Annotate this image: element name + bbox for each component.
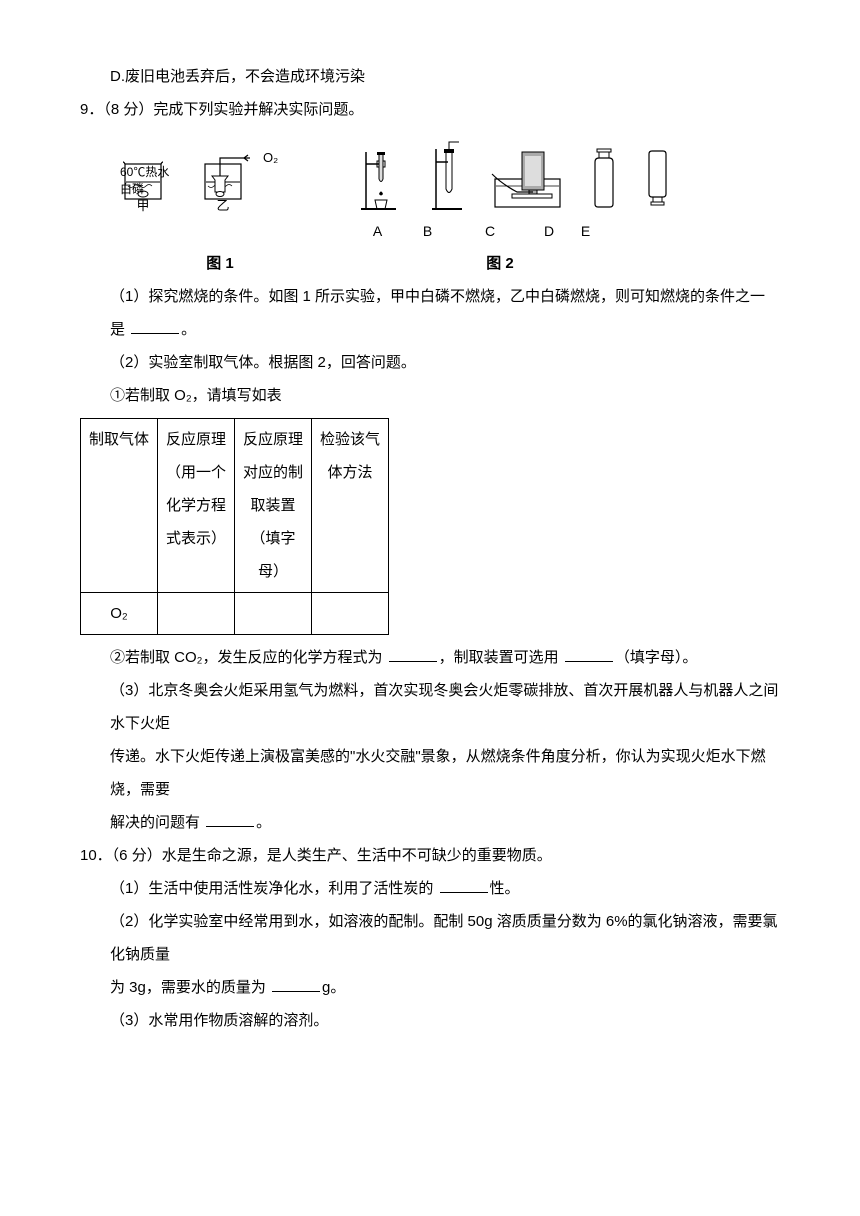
q9-p2-sub1: ①若制取 O₂，请填写如表 [80,379,780,412]
blank-input[interactable] [131,318,179,334]
q9-p3c: 解决的问题有 。 [80,806,780,839]
beaker-yi-icon: O₂ 乙 [195,144,285,214]
apparatus-labels: A B C D E [80,216,780,247]
q10-stem: 10．（6 分）水是生命之源，是人类生产、生活中不可缺少的重要物质。 [80,839,780,872]
apparatus-c-icon [487,134,567,214]
apparatus-a-icon: A [351,134,406,214]
q9-stem: 9．（8 分）完成下列实验并解决实际问题。 [80,93,780,126]
table-row1-c4[interactable] [312,592,389,634]
option-d: D.废旧电池丢弃后，不会造成环境污染 [80,60,780,93]
blank-input[interactable] [206,811,254,827]
q9-p1: （1）探究燃烧的条件。如图 1 所示实验，甲中白磷不燃烧，乙中白磷燃烧，则可知燃… [80,280,780,346]
figure-row: 甲 60℃热水 白磷 O₂ 乙 [80,126,780,216]
table-row1-c3[interactable] [235,592,312,634]
q10-p3: （3）水常用作物质溶解的溶剂。 [80,1004,780,1037]
beaker-jia-labels: 60℃热水 白磷 [128,173,177,204]
q10-p1: （1）生活中使用活性炭净化水，利用了活性炭的 性。 [80,872,780,905]
table-h4: 检验该气 体方法 [312,418,389,592]
q9-p2: （2）实验室制取气体。根据图 2，回答问题。 [80,346,780,379]
blank-input[interactable] [272,976,320,992]
q10-p2b: 为 3g，需要水的质量为 g。 [80,971,780,1004]
apparatus-d-icon [585,134,623,214]
q9-p3a: （3）北京冬奥会火炬采用氢气为燃料，首次实现冬奥会火炬零碳排放、首次开展机器人与… [80,674,780,740]
table-h3: 反应原理 对应的制 取装置 （填字 母） [235,418,312,592]
experiment-table: 制取气体 反应原理 （用一个 化学方程 式表示） 反应原理 对应的制 取装置 （… [80,418,389,635]
q9-p2-sub2: ②若制取 CO₂，发生反应的化学方程式为 ，制取装置可选用 （填字母）。 [80,641,780,674]
table-row1-c2[interactable] [158,592,235,634]
svg-text:乙: 乙 [217,198,230,213]
apparatus-e-icon [641,134,676,214]
figure-captions: 图 1 图 2 [80,247,780,280]
table-h2: 反应原理 （用一个 化学方程 式表示） [158,418,235,592]
table-row1-c1: O₂ [81,592,158,634]
apparatus-b-icon [424,134,469,214]
blank-input[interactable] [565,646,613,662]
q9-p3b: 传递。水下火炬传递上演极富美感的"水火交融"景象，从燃烧条件角度分析，你认为实现… [80,740,780,806]
svg-text:O₂: O₂ [263,150,278,165]
blank-input[interactable] [440,877,488,893]
blank-input[interactable] [389,646,437,662]
q10-p2a: （2）化学实验室中经常用到水，如溶液的配制。配制 50g 溶质质量分数为 6%的… [80,905,780,971]
table-h1: 制取气体 [81,418,158,592]
